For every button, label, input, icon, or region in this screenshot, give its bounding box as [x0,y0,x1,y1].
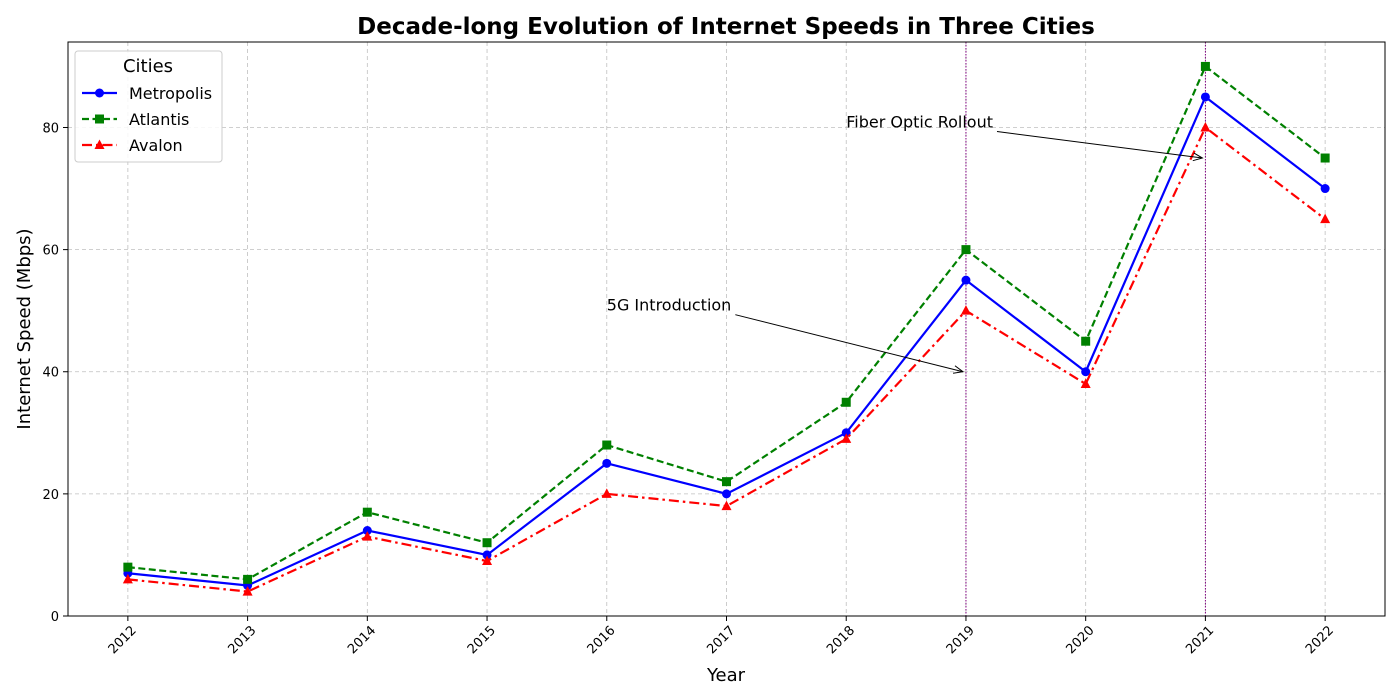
x-tick-label: 2014 [345,623,379,657]
series-metropolis [123,92,1330,590]
y-tick-label: 20 [42,488,59,503]
legend-item-atlantis: Atlantis [82,110,189,129]
series-line [127,125,1326,593]
annotation-arrow [996,130,1203,159]
data-point [362,526,372,536]
legend-label: Metropolis [129,84,212,103]
x-tick-label: 2020 [1064,623,1098,657]
grid [68,42,1385,617]
x-tick-label: 2018 [824,623,858,657]
legend-box [74,50,223,163]
data-point [601,488,612,498]
data-point [602,440,612,450]
data-point [841,397,851,407]
data-point [122,573,133,584]
reference-lines [965,42,1206,616]
data-point [362,531,373,541]
data-point [482,538,492,548]
x-tick-label: 2017 [704,623,738,657]
axes: 2012 2013 2014 2015 2016 2017 2018 2019 2020 2021… [42,121,1337,657]
data-point [1320,213,1331,224]
data-point [1320,184,1330,194]
data-point [482,555,493,566]
data-point [123,562,133,572]
arrow-head [1192,152,1204,162]
data-point [243,574,253,584]
data-point [1200,92,1210,102]
data-point [722,489,731,499]
data-point [960,305,971,315]
data-point [1080,378,1091,388]
data-point [841,433,852,443]
annotation-arrow [735,314,964,373]
arrow-head [952,365,965,374]
x-tick-label: 2021 [1183,623,1217,657]
x-tick-label: 2013 [225,623,259,657]
x-tick-label: 2022 [1303,623,1337,657]
data-point [482,550,492,560]
chart-title: Decade-long Evolution of Internet Speeds… [357,14,1095,40]
data-point [1320,153,1330,163]
legend: Cities Metropolis Atlantis Avalon [74,50,223,163]
annotation-text: 5G Introduction [607,296,732,315]
data-point [1081,336,1091,346]
legend-swatch-marker [95,114,104,124]
x-axis-label: Year [706,665,746,686]
data-point [362,507,372,517]
data-point [721,500,732,511]
series-atlantis [123,61,1330,584]
data-point [242,586,253,596]
data-point [722,477,731,487]
data-point [1200,121,1211,132]
series-group [122,61,1331,596]
series-avalon [122,121,1331,596]
data-point [602,458,612,468]
data-point [1081,367,1091,377]
legend-item-avalon: Avalon [82,136,183,155]
legend-label: Avalon [129,136,183,155]
annotation-text: Fiber Optic Rollout [846,112,993,131]
legend-title: Cities [123,56,173,77]
x-tick-label: 2012 [106,623,140,657]
x-tick-label: 2019 [944,623,978,657]
x-tick-label: 2015 [465,623,499,657]
legend-swatch-marker [95,88,104,98]
y-tick-label: 40 [42,366,59,381]
series-line [127,64,1326,581]
data-point [961,245,971,255]
data-point [1200,61,1210,71]
legend-item-metropolis: Metropolis [82,84,212,103]
annotations: 5G Introduction Fiber Optic Rollout [607,112,1204,374]
y-tick-label: 0 [51,610,59,625]
legend-swatch-marker [94,139,105,149]
y-tick-label: 60 [42,244,59,259]
x-tick-label: 2016 [585,623,619,657]
y-tick-label: 80 [42,121,59,136]
y-axis-label: Internet Speed (Mbps) [14,228,35,429]
legend-label: Atlantis [129,110,189,129]
data-point [961,275,971,285]
